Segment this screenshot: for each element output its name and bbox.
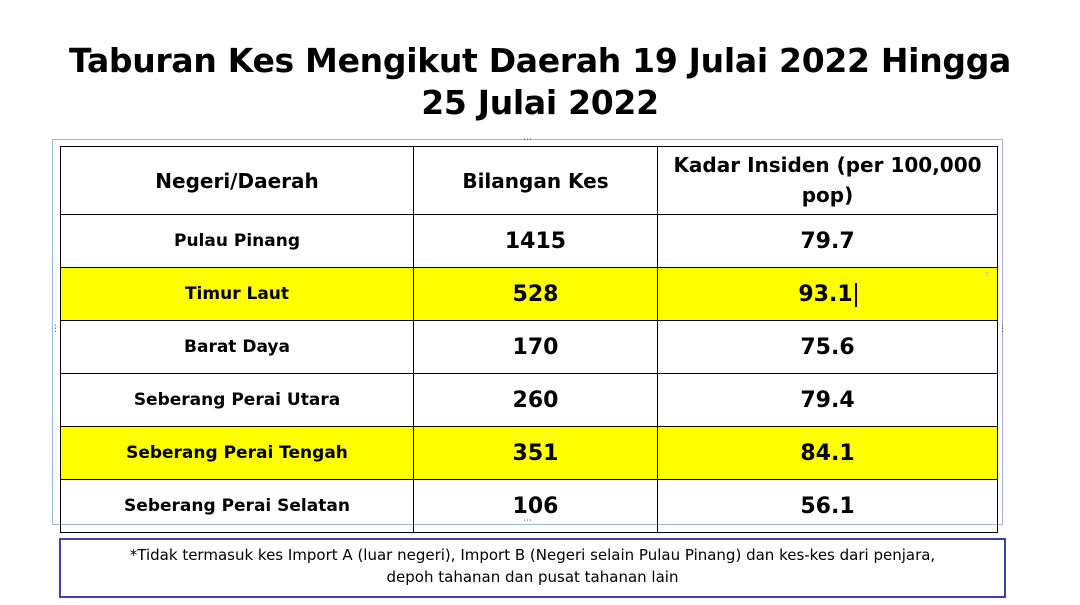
cell-rate[interactable]: 79.4 [657,373,998,427]
footnote-box: *Tidak termasuk kes Import A (luar neger… [59,538,1006,598]
cell-region[interactable]: Seberang Perai Tengah [60,426,414,480]
table-row-highlighted: Timur Laut 528 93.1 [60,267,998,321]
case-distribution-table: Negeri/Daerah Bilangan Kes Kadar Insiden… [60,146,998,533]
table-row-highlighted: Seberang Perai Tengah 351 84.1 [60,426,998,480]
cell-region[interactable]: Pulau Pinang [60,214,414,268]
table-row: Seberang Perai Selatan 106 56.1 [60,479,998,533]
cell-cases[interactable]: 1415 [413,214,658,268]
cell-rate[interactable]: 75.6 [657,320,998,374]
header-cases[interactable]: Bilangan Kes [413,146,658,215]
cell-rate[interactable]: 79.7 [657,214,998,268]
cell-cases[interactable]: 351 [413,426,658,480]
cell-region[interactable]: Barat Daya [60,320,414,374]
cell-rate[interactable]: 56.1 [657,479,998,533]
cell-dropdown-marker-icon[interactable]: ▿ [985,269,990,278]
table-row: Barat Daya 170 75.6 [60,320,998,374]
cell-rate-active[interactable]: 93.1 [657,267,998,321]
table-row: Pulau Pinang 1415 79.7 [60,214,998,268]
cell-cases[interactable]: 106 [413,479,658,533]
cell-region[interactable]: Seberang Perai Selatan [60,479,414,533]
cell-region[interactable]: Seberang Perai Utara [60,373,414,427]
table-row: Seberang Perai Utara 260 79.4 [60,373,998,427]
page-title: Taburan Kes Mengikut Daerah 19 Julai 202… [0,40,1080,124]
resize-handle-left[interactable]: ⋮ [51,324,60,334]
footnote-line-1: *Tidak termasuk kes Import A (luar neger… [129,546,936,564]
title-line-1: Taburan Kes Mengikut Daerah 19 Julai 202… [68,41,1012,80]
cell-region[interactable]: Timur Laut [60,267,414,321]
title-line-2: 25 Julai 2022 [421,83,659,122]
text-cursor [854,282,857,307]
table-header-row: Negeri/Daerah Bilangan Kes Kadar Insiden… [60,146,998,215]
header-region[interactable]: Negeri/Daerah [60,146,414,215]
cell-rate-value: 93.1 [798,281,853,307]
footnote-line-2: depoh tahanan dan pusat tahanan lain [386,568,679,586]
cell-cases[interactable]: 260 [413,373,658,427]
resize-handle-right[interactable]: ⋮ [998,324,1007,334]
cell-cases[interactable]: 170 [413,320,658,374]
resize-handle-top[interactable]: ⋯ [523,135,532,145]
cell-cases[interactable]: 528 [413,267,658,321]
cell-rate[interactable]: 84.1 [657,426,998,480]
header-incidence-rate[interactable]: Kadar Insiden (per 100,000 pop) [657,146,998,215]
